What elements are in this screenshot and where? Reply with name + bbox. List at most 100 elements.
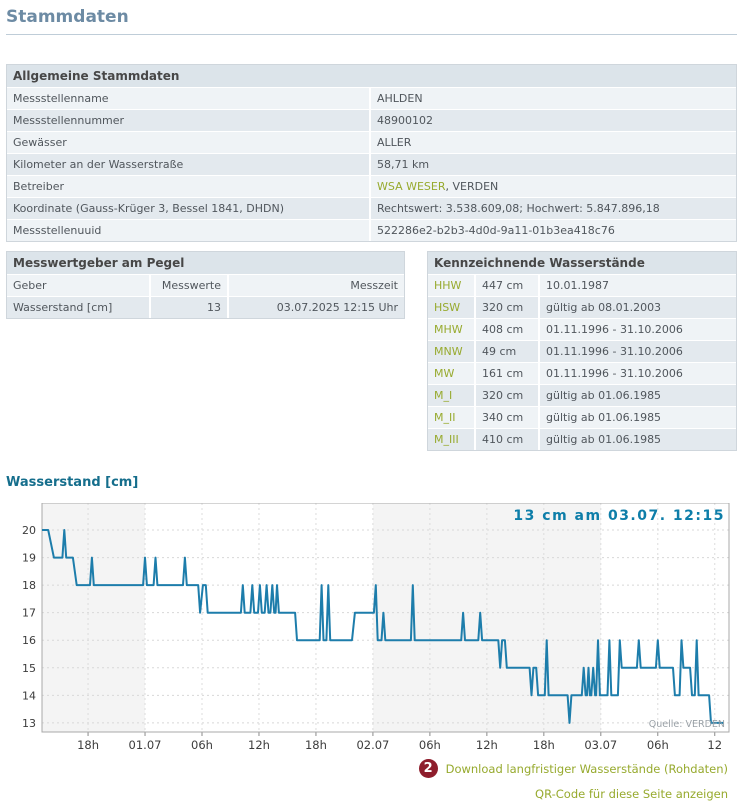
m-i-validity: gültig ab 01.06.1985 [538,385,736,406]
row-label: Messstellenuuid [13,224,102,237]
table-row: Kilometer an der Wasserstraße 58,71 km [7,154,736,175]
m-ii-link[interactable]: M_II [434,411,456,424]
mhw-validity: 01.11.1996 - 31.10.2006 [538,319,736,340]
page-title: Stammdaten [6,5,737,35]
svg-text:17: 17 [22,607,36,620]
svg-text:01.07: 01.07 [129,738,162,752]
water-level-line-chart: 13 14 15 16 17 18 19 20 18h 01.07 06h 12h 18h 02.07 06… [22,503,730,752]
bottom-links: 2 Download langfristiger Wasserstände (R… [6,759,737,801]
svg-text:18: 18 [22,579,36,592]
table-row: Betreiber WSA WESER, VERDEN [7,176,736,197]
messwertgeber-header: Messwertgeber am Pegel [7,252,404,274]
svg-text:16: 16 [22,634,36,647]
betreiber-suffix: , VERDEN [445,180,499,193]
svg-text:13: 13 [22,717,36,730]
table-row: MNW 49 cm 01.11.1996 - 31.10.2006 [428,341,736,362]
row-value: AHLDEN [369,88,736,109]
col-geber: Geber [13,279,47,292]
table-row: MHW 408 cm 01.11.1996 - 31.10.2006 [428,319,736,340]
qr-code-link[interactable]: QR-Code für diese Seite anzeigen [535,787,728,801]
download-raw-data-link[interactable]: Download langfristiger Wasserstände (Roh… [445,761,728,776]
svg-text:20: 20 [22,524,36,537]
messwert-value: 13 [149,297,227,318]
svg-text:06h: 06h [647,738,669,752]
svg-text:18h: 18h [305,738,327,752]
hsw-link[interactable]: HSW [434,301,461,314]
mhw-link[interactable]: MHW [434,323,463,336]
table-row: MW 161 cm 01.11.1996 - 31.10.2006 [428,363,736,384]
mhw-value: 408 cm [474,319,538,340]
svg-text:18h: 18h [77,738,99,752]
svg-text:02.07: 02.07 [356,738,389,752]
allgemeine-stammdaten-table: Allgemeine Stammdaten Messstellenname AH… [6,64,737,242]
table-row: Messstellenname AHLDEN [7,88,736,109]
hsw-validity: gültig ab 08.01.2003 [538,297,736,318]
hhw-value: 447 cm [474,275,538,296]
row-label: Messstellennummer [13,114,125,127]
table-row: M_I 320 cm gültig ab 01.06.1985 [428,385,736,406]
messwertgeber-table: Messwertgeber am Pegel Geber Messwerte M… [6,251,405,319]
mw-value: 161 cm [474,363,538,384]
m-iii-validity: gültig ab 01.06.1985 [538,429,736,450]
table-row: Messstellennummer 48900102 [7,110,736,131]
col-messwerte: Messwerte [149,275,227,296]
chart-title: Wasserstand [cm] [6,475,139,490]
mnw-validity: 01.11.1996 - 31.10.2006 [538,341,736,362]
messzeit-value: 03.07.2025 12:15 Uhr [227,297,404,318]
svg-text:12h: 12h [248,738,270,752]
svg-text:06h: 06h [191,738,213,752]
svg-text:12h: 12h [476,738,498,752]
geber-value: Wasserstand [cm] [13,301,113,314]
table-row: Koordinate (Gauss-Krüger 3, Bessel 1841,… [7,198,736,219]
table-row: Gewässer ALLER [7,132,736,153]
svg-text:14: 14 [22,689,36,702]
svg-text:15: 15 [22,662,36,675]
betreiber-link[interactable]: WSA WESER [377,180,446,193]
mw-link[interactable]: MW [434,367,455,380]
hsw-value: 320 cm [474,297,538,318]
row-label: Koordinate (Gauss-Krüger 3, Bessel 1841,… [13,202,285,215]
row-value: 522286e2-b2b3-4d0d-9a11-01b3ea418c76 [369,220,736,241]
table-row: M_III 410 cm gültig ab 01.06.1985 [428,429,736,450]
table-row: HHW 447 cm 10.01.1987 [428,275,736,296]
row-label: Kilometer an der Wasserstraße [13,158,184,171]
row-label: Gewässer [13,136,67,149]
table-row: HSW 320 cm gültig ab 08.01.2003 [428,297,736,318]
row-value: WSA WESER, VERDEN [369,176,736,197]
mnw-link[interactable]: MNW [434,345,463,358]
allgemeine-stammdaten-header: Allgemeine Stammdaten [7,65,736,87]
column-header-row: Geber Messwerte Messzeit [7,275,404,296]
kennzeichnende-wasserstaende-table: Kennzeichnende Wasserstände HHW 447 cm 1… [427,251,737,451]
svg-text:19: 19 [22,552,36,565]
water-level-chart-section: Wasserstand [cm] 13 14 15 16 17 18 19 20 18h 01.0… [6,475,737,752]
m-i-link[interactable]: M_I [434,389,453,402]
tables-row: Messwertgeber am Pegel Geber Messwerte M… [6,251,737,451]
table-row: Messstellenuuid 522286e2-b2b3-4d0d-9a11-… [7,220,736,241]
mnw-value: 49 cm [474,341,538,362]
hhw-validity: 10.01.1987 [538,275,736,296]
svg-text:13 cm am 03.07. 12:15: 13 cm am 03.07. 12:15 [513,508,725,524]
col-messzeit: Messzeit [227,275,404,296]
marker-badge-2[interactable]: 2 [418,759,438,778]
svg-text:Quelle: VERDEN: Quelle: VERDEN [649,719,725,730]
m-iii-value: 410 cm [474,429,538,450]
m-ii-validity: gültig ab 01.06.1985 [538,407,736,428]
table-row: M_II 340 cm gültig ab 01.06.1985 [428,407,736,428]
hhw-link[interactable]: HHW [434,279,462,292]
m-i-value: 320 cm [474,385,538,406]
table-row: Wasserstand [cm] 13 03.07.2025 12:15 Uhr [7,297,404,318]
svg-text:18h: 18h [533,738,555,752]
svg-text:06h: 06h [419,738,441,752]
m-ii-value: 340 cm [474,407,538,428]
row-label: Messstellenname [13,92,109,105]
mw-validity: 01.11.1996 - 31.10.2006 [538,363,736,384]
row-value: Rechtswert: 3.538.609,08; Hochwert: 5.84… [369,198,736,219]
svg-text:03.07: 03.07 [584,738,617,752]
kennzeichnende-header: Kennzeichnende Wasserstände [428,252,736,274]
row-value: ALLER [369,132,736,153]
row-value: 48900102 [369,110,736,131]
m-iii-link[interactable]: M_III [434,433,459,446]
row-label: Betreiber [13,180,65,193]
svg-text:12: 12 [707,738,722,752]
